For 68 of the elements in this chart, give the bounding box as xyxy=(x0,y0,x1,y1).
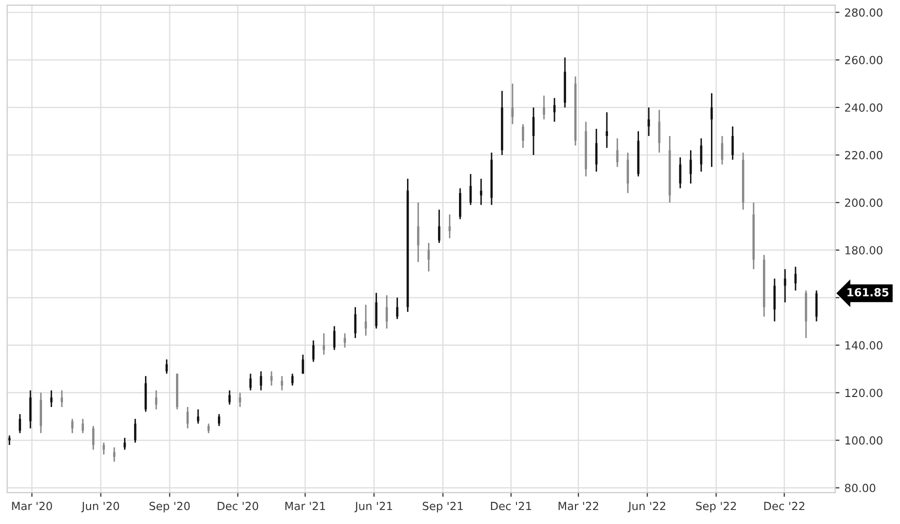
x-tick-label: Jun '20 xyxy=(81,502,120,512)
y-tick-label: 140.00 xyxy=(845,341,882,350)
y-tick-label: 100.00 xyxy=(845,436,882,445)
candlestick xyxy=(386,294,388,330)
candlestick xyxy=(658,109,660,154)
candlestick xyxy=(207,422,210,434)
x-tick-label: Mar '21 xyxy=(285,502,325,510)
y-tick-label: 180.00 xyxy=(845,246,882,254)
x-tick-label: Mar '22 xyxy=(558,502,598,510)
candlestick xyxy=(815,290,818,322)
x-tick-label: Dec '21 xyxy=(491,502,532,510)
candlestick xyxy=(322,332,325,356)
candlestick xyxy=(82,418,84,434)
candlestick xyxy=(700,138,702,172)
candlestick xyxy=(312,340,315,363)
y-tick-label: 280.00 xyxy=(845,8,882,17)
candlestick xyxy=(134,418,136,444)
y-tick-label: 120.00 xyxy=(845,388,882,398)
y-tick-label: 200.00 xyxy=(845,198,882,207)
x-tick-label: Jun '21 xyxy=(354,502,392,512)
y-tick-label: 260.00 xyxy=(845,56,882,64)
x-tick-label: Dec '22 xyxy=(764,502,804,510)
candlestick xyxy=(166,358,168,374)
candlestick xyxy=(92,425,94,450)
candlestick xyxy=(690,150,692,184)
candlestick xyxy=(344,332,346,348)
candlestick xyxy=(396,296,398,320)
candlestick xyxy=(71,418,74,434)
candlestick xyxy=(354,306,356,339)
y-tick-label: 240.00 xyxy=(845,103,882,112)
x-tick-label: Dec '20 xyxy=(218,502,258,510)
candlestick xyxy=(459,188,462,220)
x-tick-label: Sep '22 xyxy=(696,502,736,512)
x-tick-label: Sep '21 xyxy=(422,502,463,512)
x-tick-label: Sep '20 xyxy=(150,502,190,512)
candlestick xyxy=(50,390,52,408)
candlestick xyxy=(616,138,618,168)
candlestick xyxy=(270,370,273,386)
candlestick xyxy=(8,434,11,446)
candlestick xyxy=(113,446,116,462)
candlestick xyxy=(679,156,682,189)
x-tick-label: Jun '22 xyxy=(628,502,666,512)
candlestick xyxy=(595,128,598,172)
candlestick xyxy=(102,442,105,456)
candlestick xyxy=(721,135,724,166)
candlestick xyxy=(648,106,650,137)
candlestick xyxy=(333,325,336,351)
candlestick xyxy=(480,178,482,206)
candlestick xyxy=(428,242,430,272)
candlestick xyxy=(448,214,451,239)
y-tick-label: 80.00 xyxy=(844,484,876,492)
candlestick xyxy=(732,126,734,160)
candlestick xyxy=(155,390,158,410)
candlestick xyxy=(18,413,22,434)
candlestick xyxy=(60,390,63,408)
candlestick xyxy=(417,202,420,263)
candlestick xyxy=(375,292,378,330)
candlestick xyxy=(606,112,608,149)
candlestick xyxy=(186,406,189,430)
candlestick xyxy=(438,208,440,244)
candlestick xyxy=(773,278,776,322)
candlestick xyxy=(124,437,126,450)
text: 161.85 xyxy=(848,288,888,296)
x-tick-label: Mar '20 xyxy=(12,502,52,510)
candlestick xyxy=(626,152,629,194)
candlestick xyxy=(364,304,367,336)
candlestick xyxy=(710,92,713,168)
y-tick-label: 220.00 xyxy=(845,150,882,160)
